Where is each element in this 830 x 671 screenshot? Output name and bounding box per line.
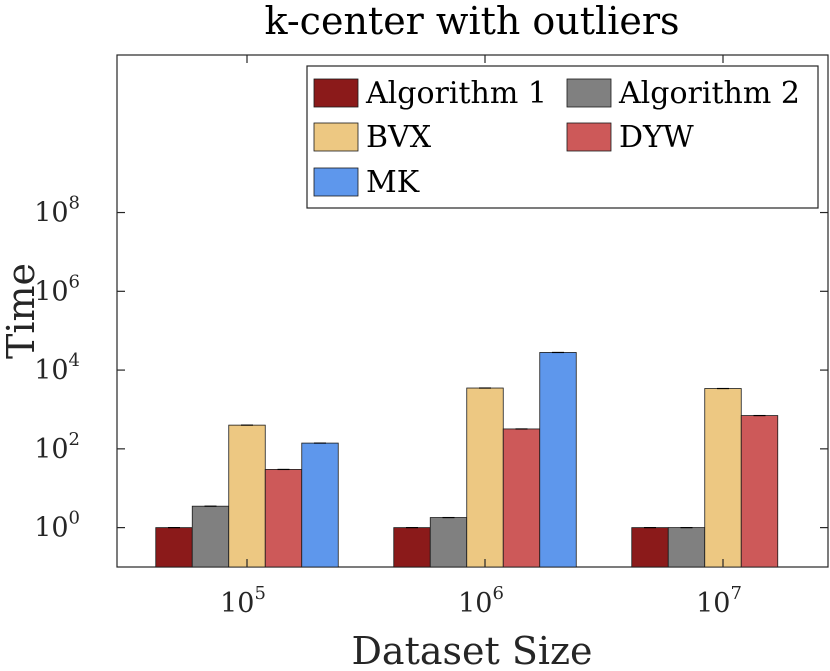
legend-label: Algorithm 1 bbox=[365, 76, 547, 111]
bar-algorithm-1-2 bbox=[393, 527, 431, 568]
bars-group bbox=[155, 351, 779, 568]
legend-swatch bbox=[313, 78, 359, 108]
y-axis-label: Time bbox=[0, 263, 43, 359]
bar-algorithm-2-2 bbox=[429, 517, 468, 568]
x-tick-label: 107 bbox=[696, 583, 742, 619]
y-axis-ticks: 100 102 104 106 108 bbox=[34, 193, 828, 544]
bar-algorithm-1-3 bbox=[631, 527, 669, 568]
y-tick-label: 102 bbox=[34, 429, 80, 465]
bar-dyw-3 bbox=[740, 415, 779, 568]
bar-mk-2 bbox=[539, 352, 577, 568]
legend-label: BVX bbox=[366, 120, 432, 155]
x-tick-label: 105 bbox=[220, 583, 266, 619]
legend-swatch bbox=[566, 78, 612, 108]
legend: Algorithm 1 Algorithm 2 BVX DYW MK bbox=[306, 65, 819, 209]
bar-algorithm-1-1 bbox=[155, 527, 193, 568]
bar-mk-1 bbox=[301, 442, 339, 568]
x-axis-ticks: 105 106 107 bbox=[220, 55, 742, 619]
legend-swatch bbox=[566, 122, 612, 152]
y-tick-label: 106 bbox=[34, 271, 80, 307]
bar-bvx-2 bbox=[466, 387, 504, 568]
legend-label: DYW bbox=[619, 120, 694, 155]
legend-label: MK bbox=[366, 165, 420, 200]
legend-box bbox=[306, 65, 819, 209]
legend-swatch bbox=[313, 167, 359, 197]
bar-dyw-2 bbox=[502, 428, 541, 568]
x-axis-label: Dataset Size bbox=[351, 629, 592, 671]
legend-label: Algorithm 2 bbox=[618, 76, 800, 111]
bar-algorithm-2-3 bbox=[667, 527, 706, 568]
chart-title: k-center with outliers bbox=[264, 0, 679, 43]
bar-dyw-1 bbox=[264, 469, 303, 568]
x-tick-label: 106 bbox=[458, 583, 504, 619]
y-tick-label: 108 bbox=[34, 193, 80, 229]
bar-bvx-3 bbox=[704, 388, 742, 568]
legend-swatch bbox=[313, 122, 359, 152]
y-tick-label: 100 bbox=[34, 508, 80, 544]
y-tick-label: 104 bbox=[34, 350, 80, 386]
bar-algorithm-2-1 bbox=[191, 505, 230, 568]
bar-bvx-1 bbox=[228, 424, 266, 568]
